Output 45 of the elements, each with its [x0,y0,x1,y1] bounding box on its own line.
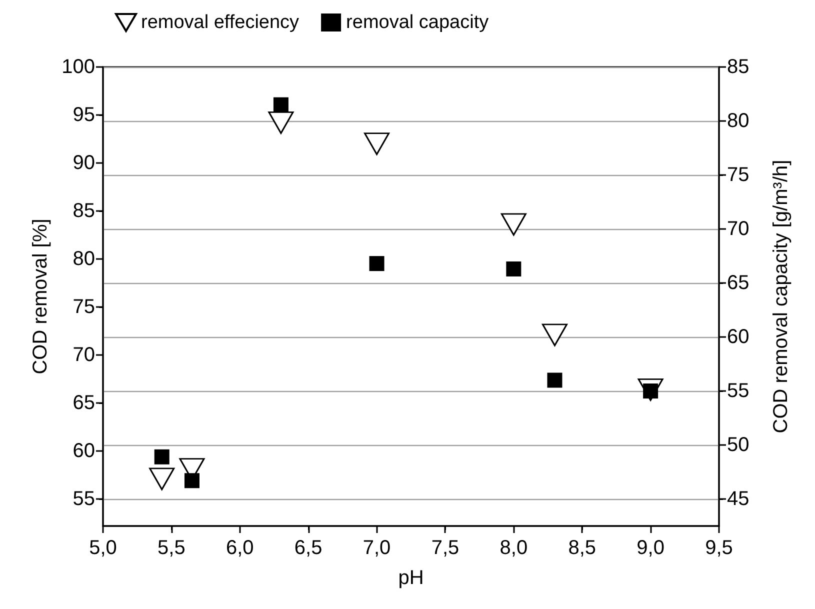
point [542,324,568,346]
x-tick-label: 7,5 [431,537,460,559]
y-tick-label: 75 [72,296,95,318]
y-tick-label: 85 [72,200,95,222]
y-tick-label: 55 [72,488,95,510]
legend-label: removal capacity [346,12,490,33]
y2-tick-label: 80 [727,110,750,132]
point [268,111,294,134]
point [506,261,522,276]
x-tick-label: 8,5 [568,537,596,559]
y2-tick-label: 70 [727,218,750,240]
y2-tick-label: 50 [727,434,750,456]
y-tick-label: 60 [72,440,95,462]
y2-tick-label: 45 [727,488,750,510]
legend-label: removal effeciency [141,12,300,33]
y2-tick-label: 60 [727,326,750,348]
y2-axis-title: COD removal capacity [g/m³/h] [770,160,792,434]
y-tick-label: 90 [72,152,95,174]
y2-tick-label: 65 [727,272,750,294]
x-tick-label: 6,5 [294,537,322,559]
point [154,449,170,464]
y-tick-label: 65 [72,392,95,414]
x-tick-label: 5,5 [158,537,186,559]
point [369,256,384,272]
point [500,213,526,236]
x-tick-label: 5,0 [89,537,117,559]
x-tick-label: 9,0 [636,537,664,559]
point [273,97,288,112]
y2-tick-label: 55 [727,380,750,402]
point [547,372,562,388]
x-tick-label: 7,0 [362,537,391,559]
x-tick-label: 8,0 [500,537,528,559]
y-axis-title: COD removal [%] [30,218,52,374]
x-tick-label: 6,0 [226,537,254,559]
x-axis-title: pH [398,567,424,589]
y2-tick-label: 85 [727,56,750,78]
y2-tick-label: 75 [727,164,750,186]
x-tick-label: 9,5 [705,537,733,559]
y-tick-label: 70 [72,344,95,366]
y-tick-label: 95 [72,104,95,126]
point [364,132,390,156]
y-tick-label: 100 [62,56,95,78]
y-tick-label: 80 [72,248,95,270]
point [149,468,175,490]
point [184,473,200,488]
